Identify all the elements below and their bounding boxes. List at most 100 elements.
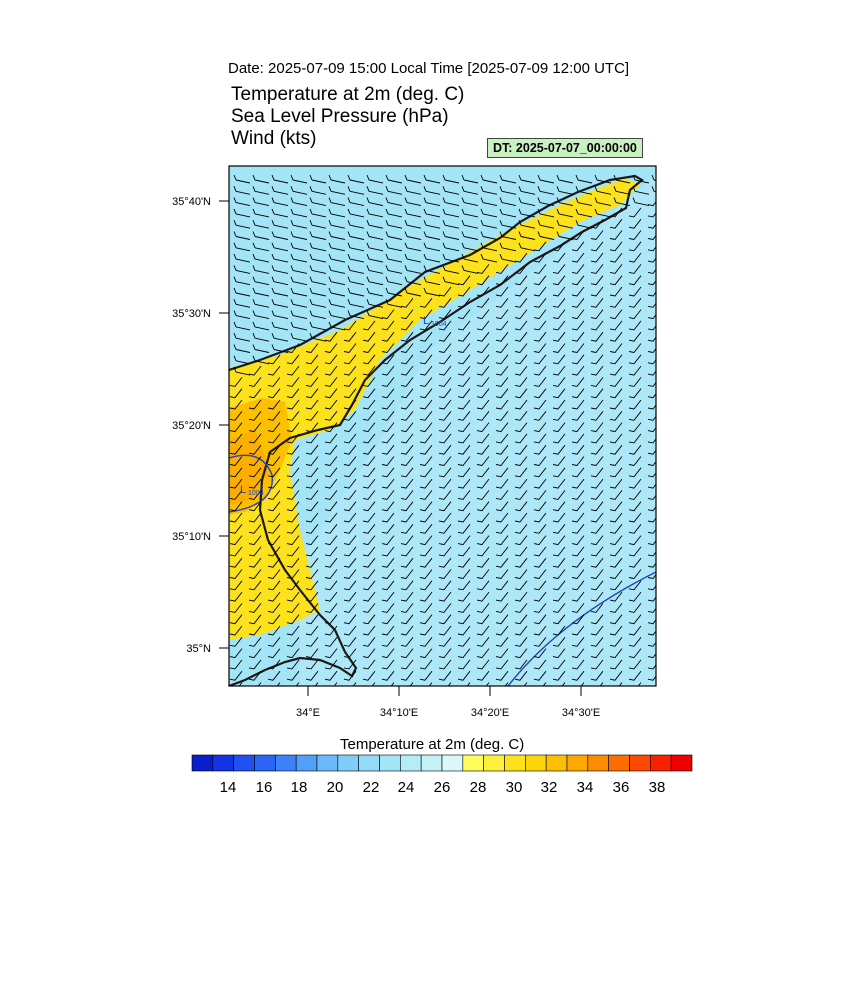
colorbar-swatch: [316, 754, 339, 772]
wind-barb: [590, 354, 604, 365]
wind-barb: [381, 309, 395, 320]
wind-barb: [628, 433, 642, 444]
wind-barb: [347, 220, 365, 229]
wind-barb: [233, 344, 251, 353]
colorbar-swatch: [483, 754, 505, 772]
wind-barb: [252, 355, 270, 365]
wind-barb: [248, 625, 262, 636]
wind-barb: [229, 422, 243, 433]
wind-barb: [628, 557, 642, 568]
wind-barb: [514, 580, 528, 591]
wind-barb: [385, 287, 403, 297]
wind-barb: [647, 314, 656, 320]
wind-barb: [343, 444, 357, 455]
wind-barb: [571, 501, 585, 512]
wind-barb: [290, 265, 308, 274]
wind-barb: [381, 591, 395, 602]
wind-barb: [362, 524, 376, 534]
wind-barb: [324, 467, 338, 478]
wind-barb: [480, 197, 498, 207]
wind-barb: [305, 467, 319, 478]
wind-barb: [499, 253, 517, 263]
wind-barb: [457, 478, 471, 489]
wind-barb: [457, 411, 471, 421]
wind-barb: [590, 433, 604, 444]
wind-barb: [461, 220, 479, 229]
wind-barb: [400, 456, 414, 466]
wind-barb: [533, 275, 547, 286]
wind-barb: [647, 370, 656, 376]
wind-barb: [609, 309, 623, 320]
wind-barb: [271, 321, 289, 331]
wind-barb: [647, 472, 656, 478]
wind-barb: [632, 174, 650, 184]
wind-barb: [271, 186, 289, 195]
wind-barb: [305, 603, 319, 613]
wind-barb: [419, 501, 433, 512]
wind-barb: [609, 343, 623, 353]
wind-barb: [419, 546, 433, 557]
wind-barb: [533, 524, 547, 534]
wind-barb: [533, 264, 547, 274]
wind-barb: [290, 287, 308, 297]
wind-barb: [305, 670, 319, 681]
wind-barb: [305, 637, 319, 647]
wind-barb: [609, 557, 623, 568]
wind-barb: [571, 241, 585, 252]
colorbar-swatch: [420, 754, 443, 772]
wind-barb: [556, 197, 574, 207]
colorbar-label: 20: [326, 779, 344, 796]
wind-barb: [290, 253, 308, 263]
wind-barb: [305, 614, 319, 625]
wind-barb: [438, 569, 452, 579]
wind-barb: [324, 388, 338, 399]
wind-barb: [286, 512, 300, 523]
wind-barb: [233, 174, 251, 184]
wind-barb: [286, 557, 300, 568]
wind-barb: [533, 557, 547, 568]
wind-barb: [533, 546, 547, 557]
wind-barb: [571, 377, 585, 387]
wind-barb: [362, 614, 376, 625]
wind-barb: [381, 456, 395, 466]
wind-barb: [609, 614, 623, 625]
wind-barb: [438, 377, 452, 387]
wind-barb: [309, 231, 327, 240]
wind-barb: [647, 223, 656, 229]
wind-barb: [290, 174, 308, 184]
wind-barb: [628, 603, 642, 613]
wind-barb: [419, 298, 433, 308]
wind-barb: [514, 569, 528, 579]
wind-barb: [419, 512, 433, 523]
wind-barb: [324, 557, 338, 568]
wind-barb: [533, 343, 547, 353]
wind-barb: [309, 287, 327, 297]
wind-barb: [248, 603, 262, 613]
wind-barb: [343, 557, 357, 568]
wind-barb: [514, 524, 528, 534]
wind-barb: [590, 490, 604, 500]
wind-barb: [267, 377, 281, 387]
wind-barb: [518, 220, 536, 229]
wind-barb: [590, 614, 604, 625]
wind-barb: [252, 321, 270, 331]
wind-barb: [461, 265, 479, 274]
colorbar-label: 22: [362, 779, 380, 796]
wind-barb: [286, 614, 300, 625]
wind-barb: [442, 197, 460, 207]
wind-barb: [366, 186, 384, 195]
wind-barb: [400, 659, 414, 670]
wind-barb: [343, 591, 357, 602]
wind-barb: [457, 557, 471, 568]
wind-barb: [514, 546, 528, 557]
wind-barb: [609, 501, 623, 512]
wind-barb: [381, 625, 395, 636]
wind-barb: [476, 320, 490, 331]
wind-barb: [290, 220, 308, 229]
wind-barb: [533, 637, 547, 647]
title-pressure: Sea Level Pressure (hPa): [231, 106, 449, 127]
wind-barb: [381, 365, 395, 376]
wind-barb: [495, 580, 509, 591]
wind-barb: [495, 298, 509, 308]
wind-barb: [305, 512, 319, 523]
